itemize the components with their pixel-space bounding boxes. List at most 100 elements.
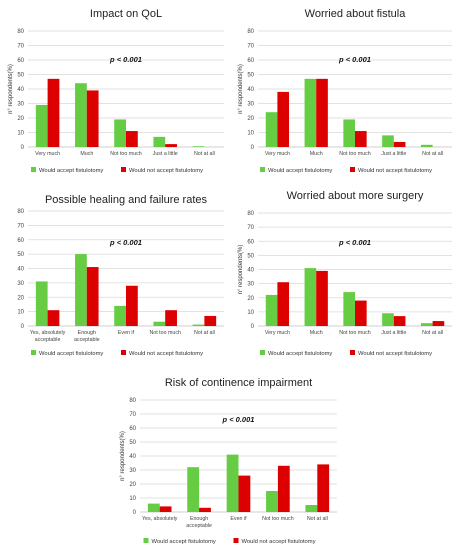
p-value-annotation: p < 0.001 xyxy=(338,55,371,64)
x-tick-label: Not too much xyxy=(262,516,294,522)
bar-accept xyxy=(147,503,160,512)
y-tick-label: 50 xyxy=(129,440,136,446)
bar-accept xyxy=(75,254,87,326)
x-tick-label: Yes, absolutely acceptable xyxy=(30,330,66,343)
legend-label-accept: Would accept fistulotomy xyxy=(152,539,216,545)
y-tick-label: 0 xyxy=(251,145,255,151)
y-tick-label: 20 xyxy=(247,296,254,302)
y-tick-label: 10 xyxy=(17,131,24,137)
bar-not-accept xyxy=(47,78,60,147)
legend-swatch-not-accept xyxy=(350,350,355,355)
bar-accept xyxy=(114,119,126,147)
y-tick-label: 60 xyxy=(129,426,136,432)
legend-swatch-accept xyxy=(143,538,149,543)
y-tick-label: 20 xyxy=(17,116,24,122)
x-tick-label: Not too much xyxy=(339,330,371,336)
bar-accept xyxy=(192,324,205,326)
y-tick-label: 70 xyxy=(247,225,254,231)
y-tick-label: 40 xyxy=(247,268,254,274)
x-tick-label: Not at all xyxy=(194,151,215,157)
bar-accept xyxy=(305,505,318,512)
x-tick-label: Very much xyxy=(265,330,290,336)
y-tick-label: 50 xyxy=(17,252,24,258)
legend-label-not-accept: Would not accept fistulotomy xyxy=(129,351,203,357)
bar-not-accept xyxy=(159,506,172,512)
x-tick-label: Yes, absolutely xyxy=(142,516,178,522)
y-tick-label: 60 xyxy=(247,58,254,64)
y-tick-label: 70 xyxy=(17,44,24,50)
bar-not-accept xyxy=(277,282,290,326)
chart-title: Worried about more surgery xyxy=(287,190,424,202)
bar-accept xyxy=(304,268,317,326)
bar-not-accept xyxy=(355,131,367,147)
y-tick-label: 60 xyxy=(17,238,24,244)
bar-accept xyxy=(382,313,394,326)
x-tick-label: Not too much xyxy=(339,151,371,157)
y-tick-label: 80 xyxy=(17,29,24,35)
y-tick-label: 50 xyxy=(17,73,24,79)
y-tick-label: 10 xyxy=(247,310,254,316)
bar-accept xyxy=(226,454,239,512)
bar-accept xyxy=(304,78,317,147)
legend-swatch-not-accept xyxy=(350,167,355,172)
bar-accept xyxy=(343,292,355,326)
chart-title: Worried about fistula xyxy=(305,8,407,20)
bar-accept xyxy=(382,135,394,147)
y-axis-label: n° respondents(%) xyxy=(238,64,244,114)
legend-swatch-accept xyxy=(260,350,265,355)
y-tick-label: 60 xyxy=(247,239,254,245)
bar-not-accept xyxy=(355,300,367,326)
bar-not-accept xyxy=(47,310,60,326)
bar-accept xyxy=(192,146,205,147)
legend-swatch-not-accept xyxy=(233,538,239,543)
y-tick-label: 0 xyxy=(21,324,25,330)
chart-panel-4: Worried about more surgery 0 10 20 30 40 50 60 7… xyxy=(238,190,452,357)
p-value-annotation: p < 0.001 xyxy=(222,415,255,424)
y-tick-label: 70 xyxy=(17,223,24,229)
chart-panel-1: Impact on QoL 0 10 20 30 40 50 60 70 80 n° respond… xyxy=(8,8,224,174)
y-tick-label: 40 xyxy=(17,87,24,93)
y-tick-label: 20 xyxy=(17,295,24,301)
chart-title: Impact on QoL xyxy=(90,8,162,20)
bar-accept xyxy=(266,491,278,512)
y-tick-label: 30 xyxy=(129,468,136,474)
y-tick-label: 30 xyxy=(247,102,254,108)
bar-not-accept xyxy=(393,141,406,147)
y-tick-label: 10 xyxy=(129,496,136,502)
legend-label-not-accept: Would not accept fistulotomy xyxy=(242,539,316,545)
x-tick-label: Even if xyxy=(118,330,135,336)
y-tick-label: 70 xyxy=(129,412,136,418)
x-tick-label: Much xyxy=(310,151,323,157)
x-tick-label: Not at all xyxy=(422,330,443,336)
legend-swatch-not-accept xyxy=(121,350,126,355)
p-value-annotation: p < 0.001 xyxy=(109,238,142,247)
x-tick-label: Just a little xyxy=(153,151,178,157)
x-tick-label: Just a little xyxy=(381,330,406,336)
bar-not-accept xyxy=(317,464,330,512)
x-tick-label: Much xyxy=(310,330,323,336)
x-tick-label: Very much xyxy=(35,151,60,157)
bar-accept xyxy=(420,144,433,147)
bar-not-accept xyxy=(316,78,328,147)
y-tick-label: 40 xyxy=(129,454,136,460)
legend-label-accept: Would accept fistulotomy xyxy=(39,351,103,357)
legend-label-accept: Would accept fistulotomy xyxy=(268,351,332,357)
x-tick-label: Not at all xyxy=(194,330,215,336)
x-tick-label: Not at all xyxy=(422,151,443,157)
x-tick-label: Just a little xyxy=(381,151,406,157)
legend-swatch-accept xyxy=(31,350,36,355)
y-axis-label: n° respondents(%) xyxy=(238,245,244,295)
x-tick-label: Not at all xyxy=(307,516,328,522)
y-tick-label: 50 xyxy=(247,253,254,259)
chart-panel-5: Risk of continence impairment 0 10 20 30 40 50… xyxy=(120,377,337,545)
legend-label-not-accept: Would not accept fistulotomy xyxy=(358,351,432,357)
p-value-annotation: p < 0.001 xyxy=(109,55,142,64)
y-tick-label: 30 xyxy=(247,282,254,288)
legend-swatch-accept xyxy=(31,167,36,172)
y-axis-label: n° respondents(%) xyxy=(8,64,14,114)
y-tick-label: 30 xyxy=(17,281,24,287)
y-tick-label: 80 xyxy=(247,211,254,217)
y-tick-label: 10 xyxy=(247,131,254,137)
